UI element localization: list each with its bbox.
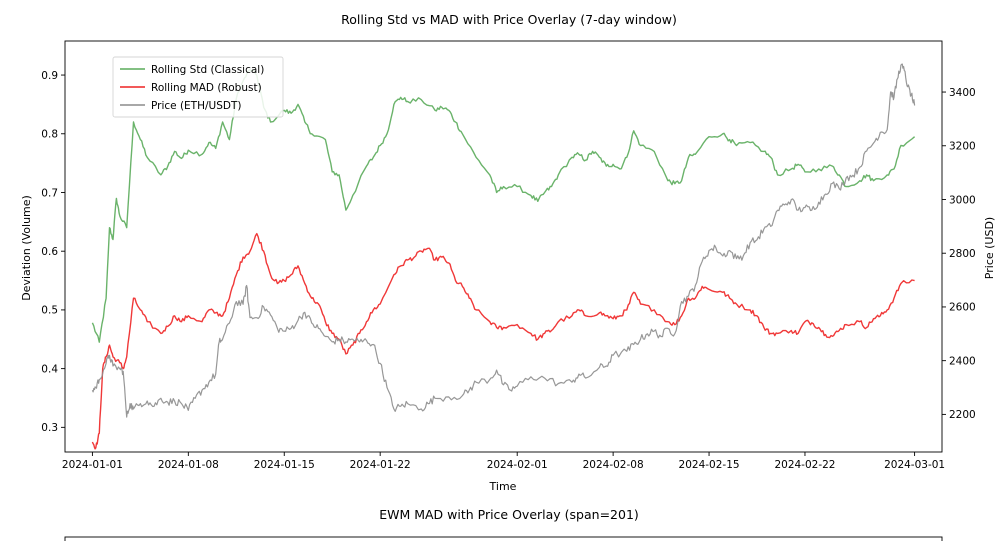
legend-label-price: Price (ETH/USDT) bbox=[151, 100, 241, 112]
y-tick-label: 0.9 bbox=[41, 70, 58, 82]
x-tick-label: 2024-02-08 bbox=[583, 459, 644, 471]
x-tick-label: 2024-01-22 bbox=[350, 459, 411, 471]
y-right-tick-label: 3200 bbox=[949, 141, 976, 153]
x-tick-label: 2024-02-22 bbox=[774, 459, 835, 471]
second-chart-title: EWM MAD with Price Overlay (span=201) bbox=[379, 507, 639, 522]
y-axis-label-left: Deviation (Volume) bbox=[20, 195, 33, 301]
x-tick-label: 2024-02-01 bbox=[487, 459, 548, 471]
y-axis-left-ticks: 0.3 0.4 0.5 0.6 0.7 0.8 0.9 bbox=[41, 70, 65, 434]
y-right-tick-label: 3000 bbox=[949, 194, 976, 206]
plot-area bbox=[64, 40, 943, 453]
x-tick-label: 2024-01-15 bbox=[254, 459, 315, 471]
x-axis-label: Time bbox=[489, 480, 517, 493]
series-mad-line bbox=[91, 232, 915, 450]
x-axis-ticks: 2024-01-01 2024-01-08 2024-01-15 2024-01-22… bbox=[62, 452, 945, 471]
y-tick-label: 0.3 bbox=[41, 422, 58, 434]
series-std-line bbox=[91, 68, 916, 343]
y-tick-label: 0.4 bbox=[41, 363, 58, 375]
y-tick-label: 0.7 bbox=[41, 187, 58, 199]
x-tick-label: 2024-03-01 bbox=[884, 459, 945, 471]
legend-label-mad: Rolling MAD (Robust) bbox=[151, 82, 262, 94]
y-axis-right-ticks: 2200 2400 2600 2800 3000 3200 3400 bbox=[942, 87, 976, 421]
series-layer bbox=[91, 63, 916, 450]
y-right-tick-label: 2600 bbox=[949, 302, 976, 314]
plot-frame bbox=[64, 40, 943, 453]
y-right-tick-label: 2800 bbox=[949, 248, 976, 260]
y-tick-label: 0.5 bbox=[41, 305, 58, 317]
y-right-tick-label: 3400 bbox=[949, 87, 976, 99]
y-right-tick-label: 2400 bbox=[949, 355, 976, 367]
y-tick-label: 0.6 bbox=[41, 246, 58, 258]
x-tick-label: 2024-02-15 bbox=[679, 459, 740, 471]
second-plot-frame bbox=[64, 536, 943, 541]
y-right-tick-label: 2200 bbox=[949, 409, 976, 421]
chart-title: Rolling Std vs MAD with Price Overlay (7… bbox=[341, 12, 677, 27]
legend-label-std: Rolling Std (Classical) bbox=[151, 64, 264, 76]
y-tick-label: 0.8 bbox=[41, 129, 58, 141]
series-price-line bbox=[91, 63, 916, 418]
x-tick-label: 2024-01-01 bbox=[62, 459, 123, 471]
x-tick-label: 2024-01-08 bbox=[158, 459, 219, 471]
legend: Rolling Std (Classical) Rolling MAD (Rob… bbox=[112, 56, 284, 118]
legend-frame bbox=[112, 56, 284, 118]
y-axis-label-right: Price (USD) bbox=[983, 217, 996, 279]
